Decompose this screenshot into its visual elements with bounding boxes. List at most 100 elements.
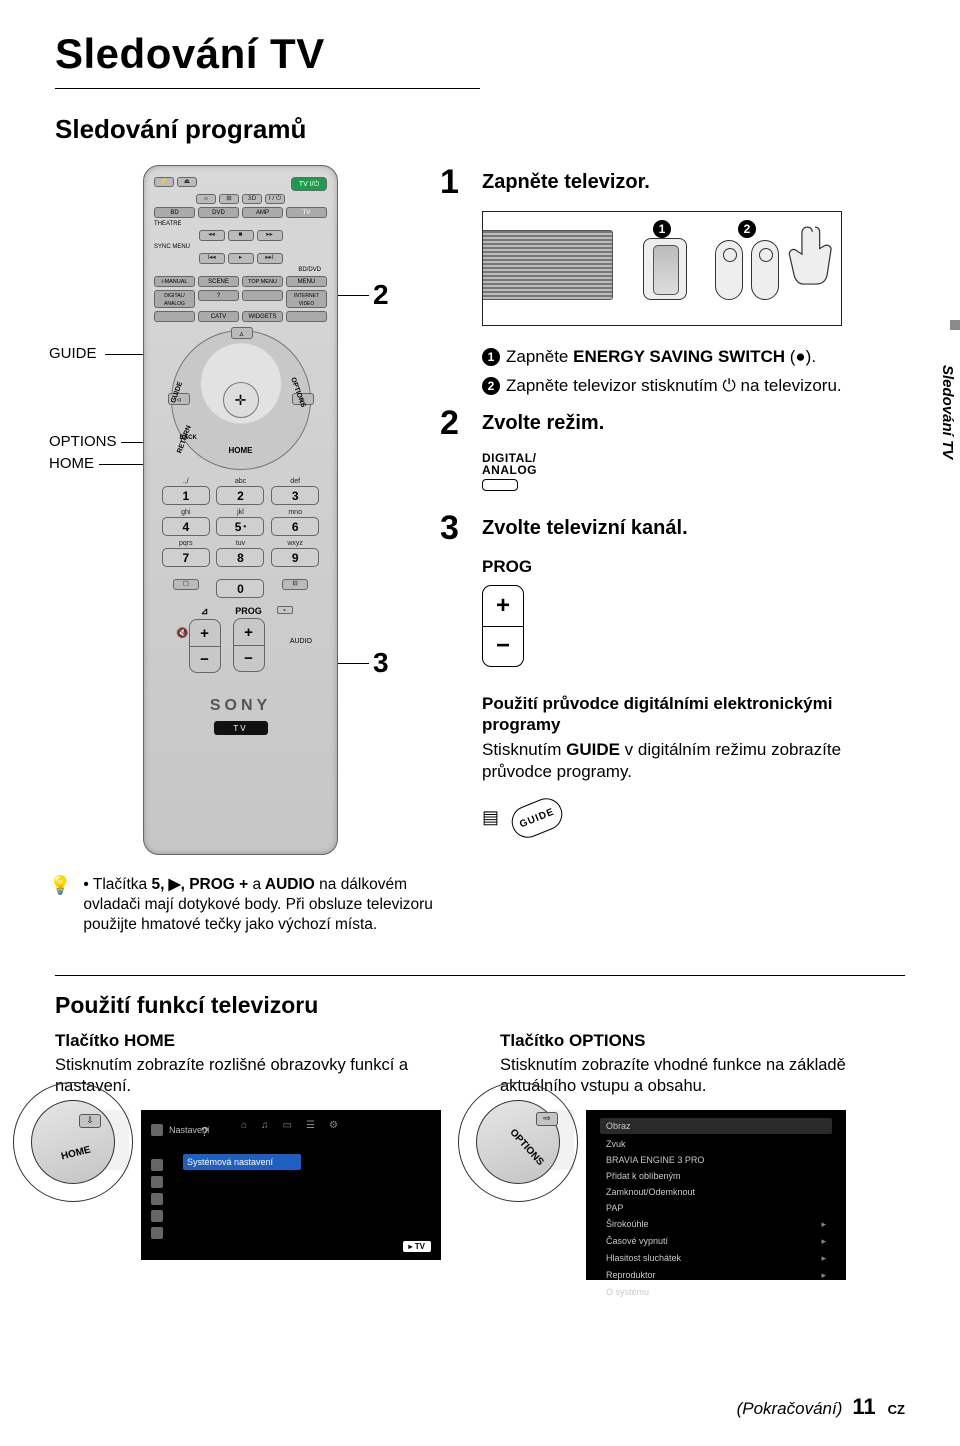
tv-badge: TV — [214, 721, 268, 735]
r-bdvd-lbl: BD/DVD — [154, 267, 321, 273]
remote-tv-power: TV I/⏻ — [291, 177, 327, 191]
r-c0p — [154, 311, 195, 322]
side-tab-label: Sledování TV — [935, 330, 960, 490]
guide-desc: Stisknutím GUIDE v digitálním režimu zob… — [482, 739, 905, 783]
continuation: (Pokračování) — [737, 1399, 843, 1419]
r-a2: TOP MENU — [242, 276, 283, 287]
prog-rocker: +− — [233, 618, 265, 672]
r-top-0: ☼ — [196, 194, 216, 204]
r-sync-lbl: SYNC MENU — [154, 244, 327, 250]
illus-bullet1: 1 — [653, 220, 671, 238]
mid-rule — [55, 975, 905, 976]
sub2: 2Zapněte televizor stisknutím ⏻ na telev… — [482, 375, 905, 398]
n3: 3 — [271, 486, 319, 505]
options-title: Tlačítko OPTIONS — [500, 1031, 905, 1051]
footer: (Pokračování) 11 CZ — [55, 1394, 905, 1420]
audio-lbl: AUDIO — [290, 638, 312, 645]
abc4: jkl — [216, 509, 265, 517]
r-c0: CATV — [198, 311, 239, 322]
step2-title: Zvolte režim. — [482, 406, 604, 435]
ext-r: ⊟ — [282, 579, 308, 590]
guide-list-icon: ▤ — [482, 807, 499, 828]
ring-home: HOME — [229, 446, 253, 455]
tip-text: • Tlačítka 5, ▶, PROG + a AUDIO na dálko… — [83, 875, 433, 935]
r-top-2: 3D — [242, 194, 262, 204]
abc5: mno — [271, 509, 320, 517]
n9: 9 — [271, 548, 319, 567]
sub1: 1Zapněte ENERGY SAVING SWITCH (●). — [482, 346, 905, 369]
abc8: wxyz — [271, 540, 320, 548]
ring-center: ✛ — [223, 382, 259, 418]
ext-l: ▢ — [173, 579, 199, 590]
r-c2 — [286, 311, 327, 322]
callout-options: OPTIONS — [49, 433, 117, 450]
r-tr-2: ▸▸ — [257, 230, 283, 241]
r-tr-0: ◂◂ — [199, 230, 225, 241]
r-sk-2: ▸▸I — [257, 253, 283, 264]
sony-logo: SONY — [154, 697, 327, 715]
n6: 6 — [271, 517, 319, 536]
r-top-3: I / ⏻ — [265, 194, 285, 204]
n8: 8 — [216, 548, 264, 567]
n7: 7 — [162, 548, 210, 567]
r-a3: MENU — [286, 276, 327, 287]
guide-heading: Použití průvodce digitálními elektronick… — [482, 693, 905, 736]
n4: 4 — [162, 517, 210, 536]
home-ring-icon: ⇩ HOME — [55, 1110, 129, 1170]
anno-3: 3 — [373, 647, 389, 679]
page-number: 11 — [852, 1394, 875, 1420]
remote-nav-ring: ▵ ◃ ▹ ✛ GUIDE OPTIONS RETURN BACK HOME — [171, 330, 311, 470]
hand-icon — [787, 218, 842, 296]
step3-num: 3 — [440, 511, 468, 545]
tv-illustration: 1 2 — [482, 211, 842, 326]
vol-rocker: +− — [189, 619, 221, 673]
abc1: abc — [216, 478, 265, 486]
functions-title: Použití funkcí televizoru — [55, 992, 905, 1019]
prog-rocker-illus: +− — [482, 585, 524, 667]
abc3: ghi — [162, 509, 211, 517]
ring-back: BACK — [180, 435, 197, 441]
r-b0: ? — [198, 290, 239, 301]
r-tr-1: ■ — [228, 230, 254, 241]
callout-home: HOME — [49, 455, 94, 472]
abc7: tuv — [216, 540, 265, 548]
r-sk-0: I◂◂ — [199, 253, 225, 264]
page-title: Sledování TV — [55, 30, 905, 78]
anno-2: 2 — [373, 279, 389, 311]
abc2: def — [271, 478, 320, 486]
callout-guide: GUIDE — [49, 345, 97, 362]
r-src-2: AMP — [242, 207, 283, 218]
r-sk-1: ▸ — [228, 253, 254, 264]
prog-rocker-lbl: PROG — [233, 606, 265, 616]
step1-title: Zapněte televizor. — [482, 165, 650, 194]
abc6: pqrs — [162, 540, 211, 548]
r-b1 — [242, 290, 283, 301]
mute-icon: 🔇 — [176, 628, 188, 639]
step2-num: 2 — [440, 406, 468, 440]
options-screenshot: Obraz Zvuk BRAVIA ENGINE 3 PRO Přidat k … — [586, 1110, 846, 1280]
r-a0: i-MANUAL — [154, 276, 195, 287]
n1: 1 — [162, 486, 210, 505]
n0: 0 — [216, 579, 264, 598]
audio-key: ∘ — [277, 606, 293, 614]
remote-rockers: 🔇 ⊿ +− PROG +− AUDIO ∘ — [154, 606, 327, 673]
r-b-left: DIGITAL/ ANALOG — [154, 290, 195, 308]
section-programs: Sledování programů — [55, 114, 905, 145]
r-src-0: BD — [154, 207, 195, 218]
home-title: Tlačítko HOME — [55, 1031, 460, 1051]
title-rule — [55, 88, 480, 89]
page-lang: CZ — [888, 1402, 905, 1417]
home-desc: Stisknutím zobrazíte rozlišné obrazovky … — [55, 1055, 460, 1098]
abc0: .,/ — [162, 478, 211, 486]
r-a1: SCENE — [198, 276, 239, 287]
n5: 5• — [216, 517, 264, 536]
r-src-3: TV — [286, 207, 327, 218]
vol-lbl: ⊿ — [189, 606, 221, 617]
digital-analog-icon: DIGITAL/ ANALOG — [482, 452, 905, 491]
remote-eject-icon: ⏏ — [177, 177, 197, 187]
r-c1: WIDGETS — [242, 311, 283, 322]
guide-pill: GUIDE — [507, 793, 567, 842]
home-screenshot: ? ⌂♫▭☰⚙ Nastavení Systémová nastavení ▸ … — [141, 1110, 441, 1260]
r-src-1: DVD — [198, 207, 239, 218]
remote-control: ⚡ ⏏ TV I/⏻ ☼ ⊞ 3D I / ⏻ BD DVD AMP TV — [143, 165, 338, 855]
